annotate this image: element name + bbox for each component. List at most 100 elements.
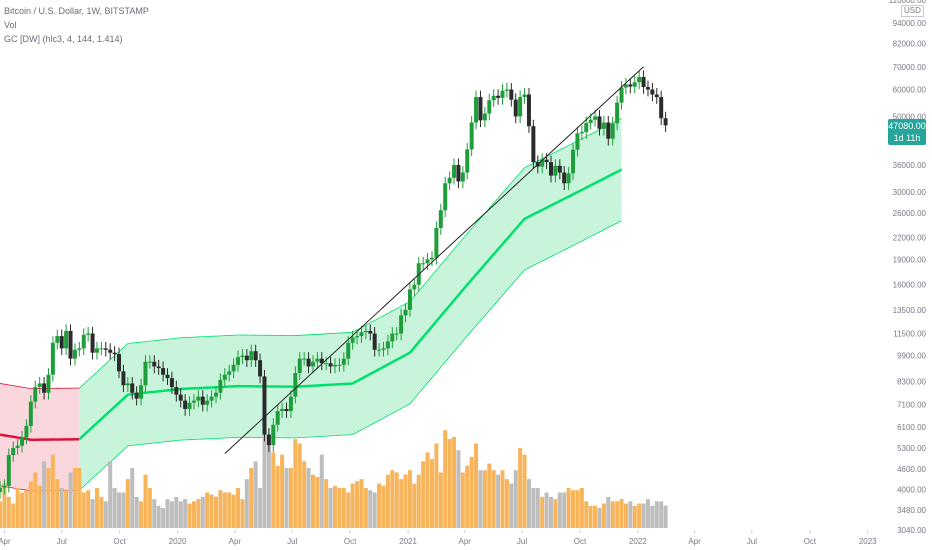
candle-body — [487, 100, 492, 114]
volume-bar — [236, 488, 241, 528]
band-bull-fill — [79, 118, 622, 491]
volume-bar — [156, 505, 161, 528]
volume-bar — [522, 454, 527, 528]
candle-body — [553, 165, 558, 176]
candle-body — [504, 89, 509, 91]
volume-bar — [112, 488, 117, 528]
candle-body — [196, 396, 201, 401]
candle-body — [478, 97, 483, 121]
y-tick-label: 9900.00 — [897, 352, 926, 361]
candle-body — [77, 348, 82, 350]
volume-bar — [645, 499, 650, 528]
volume-bar — [258, 488, 263, 528]
candle-body — [394, 333, 399, 335]
volume-bar — [11, 503, 16, 528]
volume-bar — [460, 472, 465, 528]
volume-bar — [103, 501, 108, 528]
volume-bar — [452, 436, 457, 528]
candle-body — [496, 95, 501, 98]
candle-body — [319, 358, 324, 364]
volume-bar — [606, 496, 611, 528]
volume-bar — [571, 490, 576, 528]
volume-bar — [191, 501, 196, 528]
volume-bar — [341, 488, 346, 528]
currency-label[interactable]: USD — [901, 5, 924, 17]
candle-body — [288, 396, 293, 412]
candle-body — [637, 77, 642, 83]
volume-bar — [504, 479, 509, 528]
candle-body — [557, 165, 562, 173]
candle-body — [42, 383, 47, 393]
candle-body — [244, 355, 249, 361]
y-tick-label: 11500.00 — [893, 330, 926, 339]
candle-body — [544, 159, 549, 163]
volume-bar — [183, 499, 188, 528]
volume-bar — [90, 499, 95, 528]
candle-body — [606, 122, 611, 139]
candle-body — [601, 122, 606, 129]
candle-body — [447, 177, 452, 184]
volume-bar — [108, 461, 113, 528]
y-tick-label: 6100.00 — [897, 423, 926, 432]
candle-body — [28, 401, 33, 426]
candle-body — [641, 77, 646, 88]
indicator-label[interactable]: GC [DW] (hlc3, 4, 144, 1.414) — [4, 34, 123, 44]
candle-body — [205, 400, 210, 405]
price-axis[interactable]: 110000.00 94000.00 82000.00 70000.00 60000.0… — [889, 0, 927, 535]
time-axis[interactable]: Apr Jul Oct 2020 Apr Jul Oct 2021 Apr Jul Oct 2022 A… — [0, 530, 877, 546]
volume-bar — [240, 499, 245, 528]
volume-bar — [209, 494, 214, 528]
volume-bar — [407, 470, 412, 528]
candle-body — [99, 348, 104, 350]
symbol-title[interactable]: Bitcoin / U.S. Dollar, 1W, BITSTAMP — [4, 6, 149, 16]
volume-bar — [478, 470, 483, 528]
volume-bar — [253, 461, 258, 528]
volume-bar — [487, 463, 492, 528]
candle-body — [178, 394, 183, 401]
candle-body — [575, 133, 580, 150]
candle-body — [297, 358, 302, 374]
volume-bar — [465, 465, 470, 528]
x-tick-label: Jul — [287, 537, 297, 546]
candle-body — [315, 358, 320, 362]
y-tick-label: 22000.00 — [893, 234, 927, 243]
candle-body — [522, 94, 527, 98]
volume-bar — [227, 492, 232, 528]
candle-body — [385, 341, 390, 349]
candle-body — [359, 332, 364, 337]
volume-label[interactable]: Vol — [4, 20, 17, 30]
volume-bar — [117, 492, 122, 528]
y-tick-label: 30000.00 — [893, 188, 927, 197]
candle-body — [187, 402, 192, 409]
volume-bar — [143, 474, 148, 528]
volume-bar — [33, 472, 38, 528]
volume-bar — [544, 492, 549, 528]
volume-bar — [50, 454, 55, 528]
volume-bar — [302, 461, 307, 528]
candle-body — [86, 333, 91, 335]
volume-bar — [548, 496, 553, 528]
trendline[interactable] — [224, 66, 644, 454]
volume-bar — [553, 499, 558, 528]
volume-bar — [37, 485, 42, 528]
candle-body — [33, 387, 38, 402]
candle-body — [293, 373, 298, 397]
candle-body — [377, 349, 382, 351]
x-tick-label: 2021 — [399, 537, 417, 546]
candle-body — [112, 352, 117, 355]
volume-bar — [575, 490, 580, 528]
y-tick-label: 110000.00 — [889, 0, 927, 5]
volume-bar — [262, 428, 267, 528]
y-tick-label: 13500.00 — [893, 306, 927, 315]
candle-body — [139, 385, 144, 399]
candle-body — [222, 374, 227, 380]
volume-bar — [632, 505, 637, 528]
candle-body — [161, 368, 166, 375]
volume-bar — [0, 501, 2, 528]
candle-body — [64, 330, 69, 349]
volume-bar — [55, 479, 60, 528]
candle-body — [227, 371, 232, 375]
candle-body — [571, 149, 576, 174]
candle-body — [15, 445, 20, 448]
